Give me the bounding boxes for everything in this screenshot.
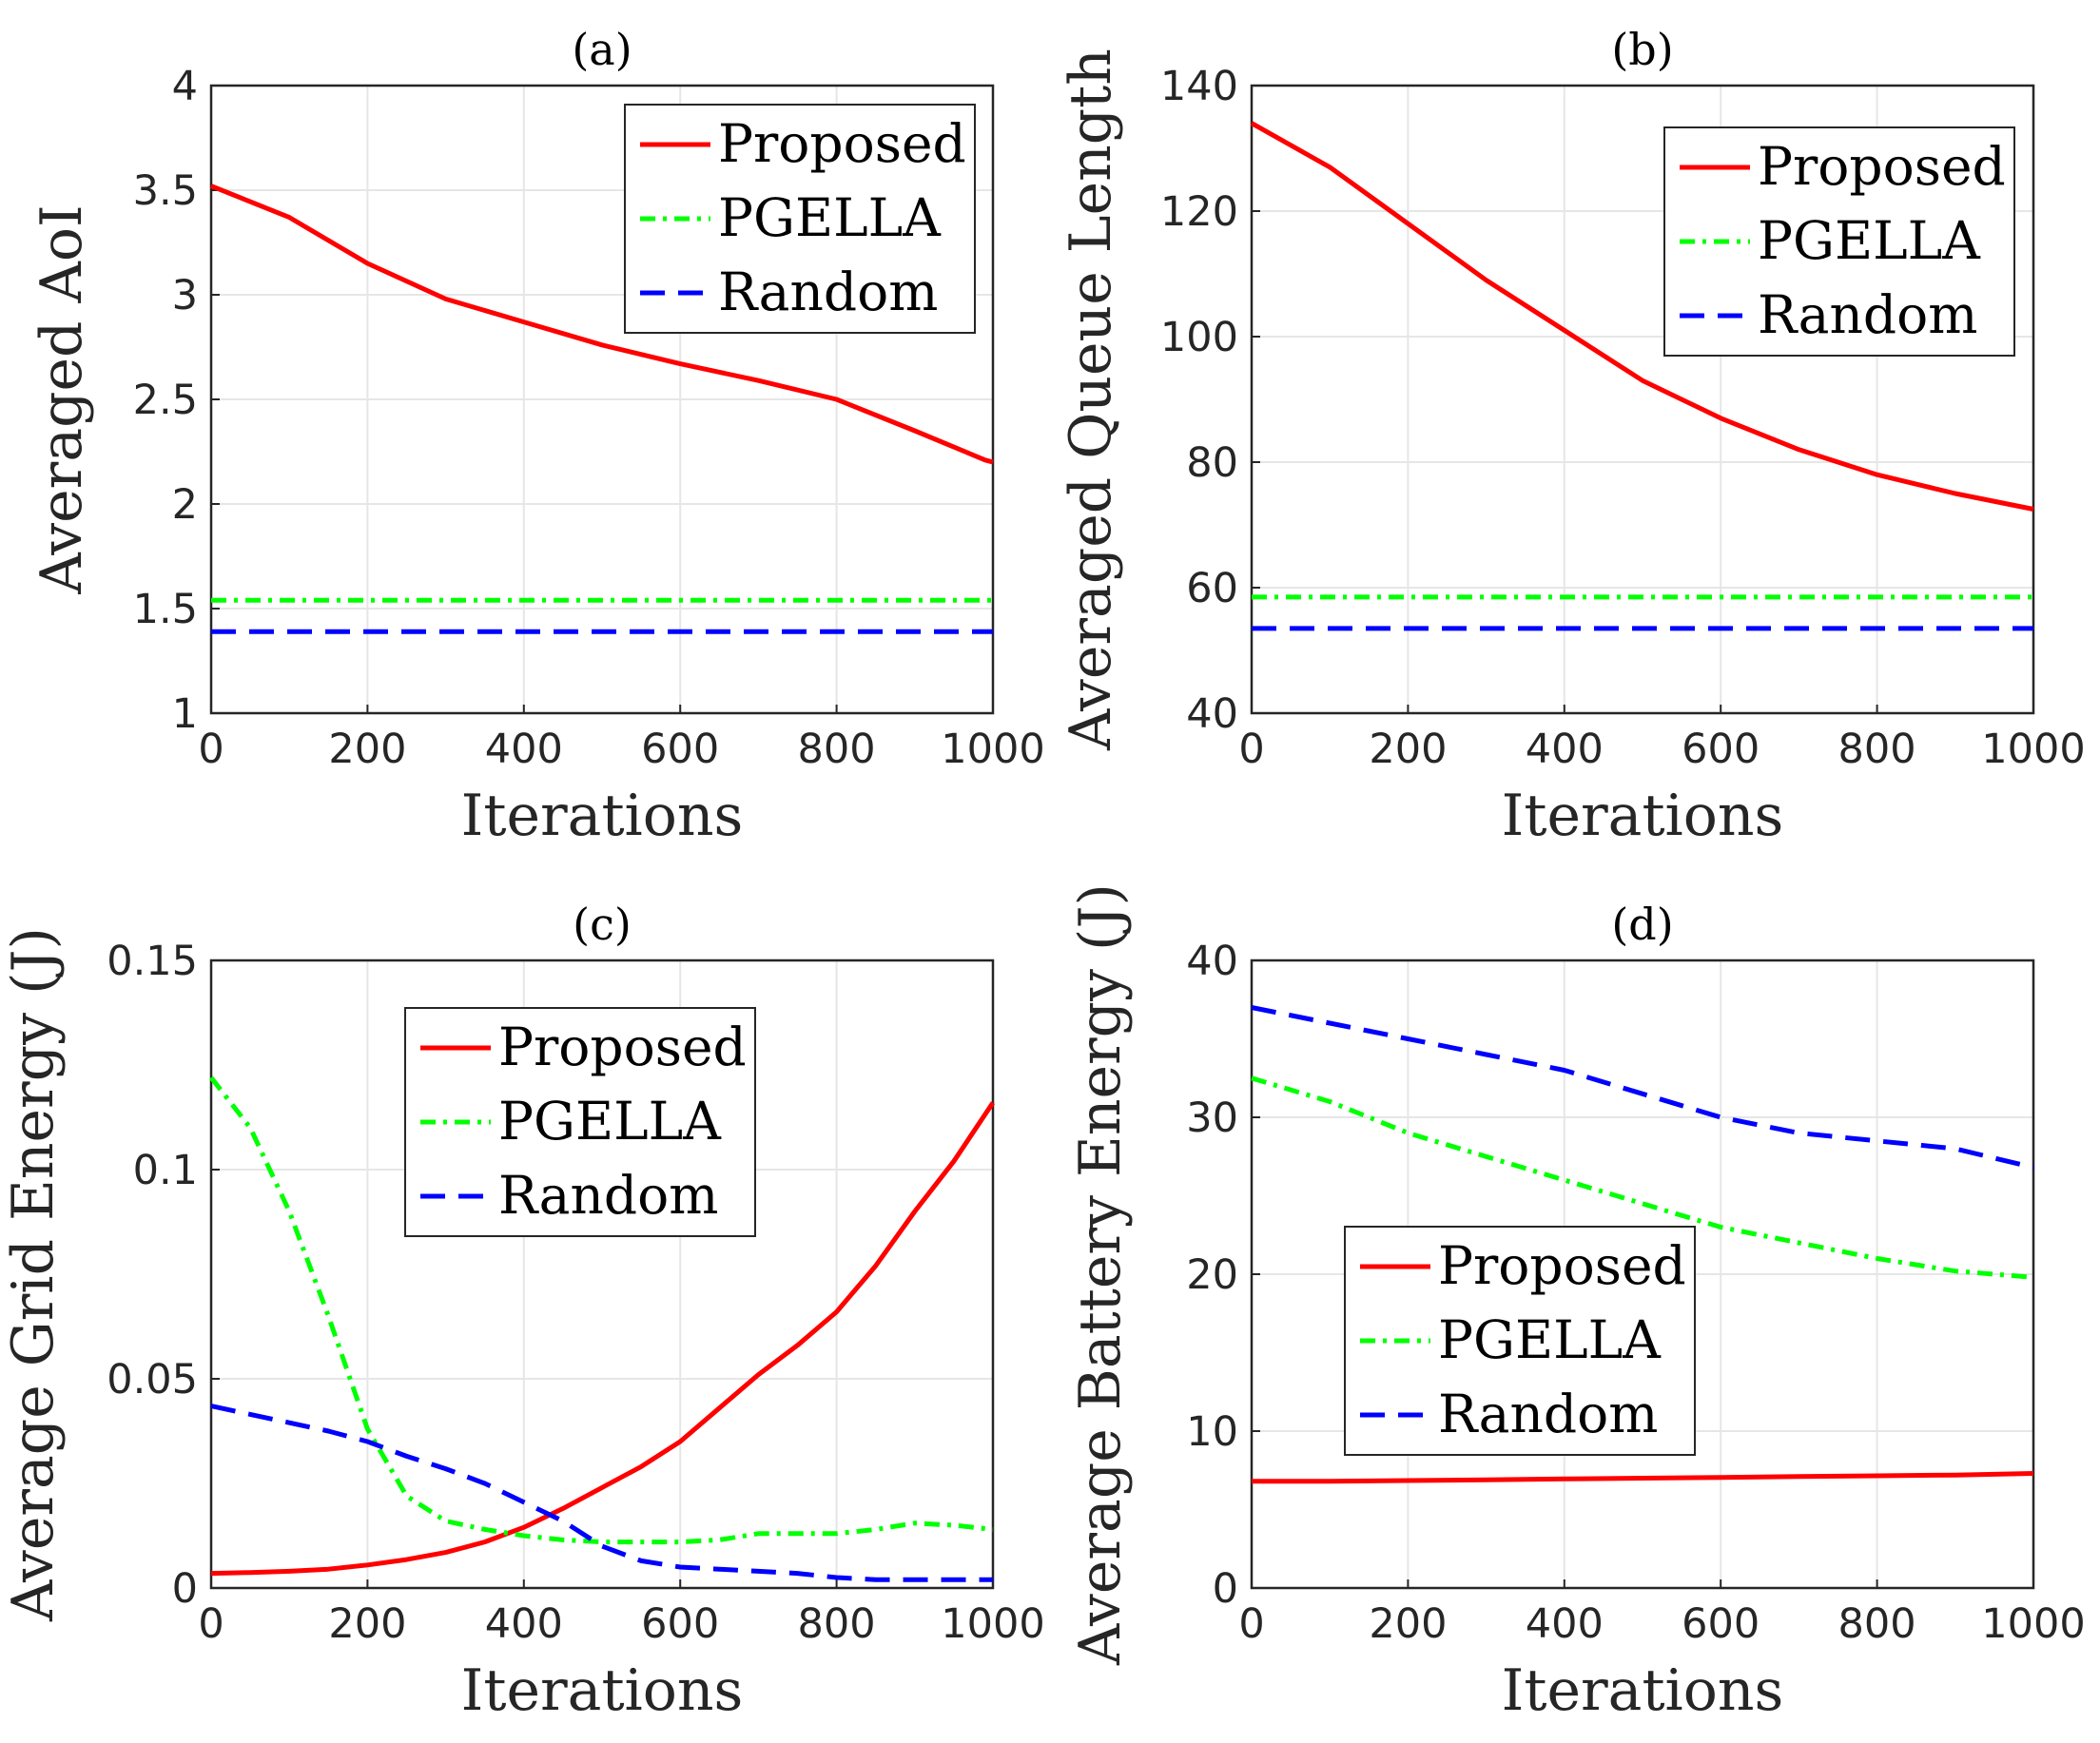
series-line-pgella xyxy=(1251,1075,2034,1280)
y-axis-label: Average Battery Energy (J) xyxy=(1067,883,1134,1666)
x-tick-label: 800 xyxy=(798,1600,876,1648)
subplot-title: (b) xyxy=(1611,24,1673,75)
subplot-d: 0 200 400 600 800 1000 0 10 20 30 40 (d) Iterations A… xyxy=(1067,883,2086,1724)
x-tick-label: 400 xyxy=(1526,726,1604,773)
axes-frame xyxy=(209,959,995,1590)
x-tick-label: 200 xyxy=(328,726,406,773)
y-tick-label: 3 xyxy=(172,272,198,320)
legend-label-proposed: Proposed xyxy=(498,1017,747,1077)
series-line-random xyxy=(210,1404,993,1582)
x-tick-label: 1000 xyxy=(941,726,1044,773)
x-tick-label: 200 xyxy=(1369,1600,1447,1648)
x-tick-label: 1000 xyxy=(1981,1600,2085,1648)
y-tick-label: 0 xyxy=(1213,1565,1238,1613)
legend-label-proposed: Proposed xyxy=(1438,1235,1686,1296)
axes-frame xyxy=(1250,959,2035,1590)
x-tick-label: 600 xyxy=(1682,726,1760,773)
legend-label-random: Random xyxy=(1758,284,1977,345)
subplot-c: 0 200 400 600 800 1000 0 0.05 0.1 0.15 (c) Iteratio… xyxy=(0,899,1045,1724)
legend: Proposed PGELLA Random xyxy=(624,104,976,334)
subplot-title: (d) xyxy=(1611,899,1673,950)
x-tick-label: 200 xyxy=(328,1600,406,1648)
y-tick-label: 2 xyxy=(172,481,198,529)
x-axis-label: Iterations xyxy=(1502,783,1784,849)
x-tick-label: 400 xyxy=(485,726,563,773)
x-tick-label: 400 xyxy=(1526,1600,1604,1648)
y-tick-label: 4 xyxy=(172,63,198,110)
legend-label-pgella: PGELLA xyxy=(1438,1309,1662,1370)
x-tick-label: 200 xyxy=(1369,726,1447,773)
subplot-a: 0 200 400 600 800 1000 1 1.5 2 2.5 3 3.5 4 (a) Iterati… xyxy=(29,24,1045,849)
series-line-proposed xyxy=(1252,1471,2034,1484)
y-tick-label: 80 xyxy=(1186,439,1238,487)
x-tick-label: 0 xyxy=(198,1600,224,1648)
x-tick-label: 0 xyxy=(1238,1600,1264,1648)
subplot-title: (a) xyxy=(572,24,632,75)
y-axis-label: Average Grid Energy (J) xyxy=(0,927,67,1622)
y-tick-label: 60 xyxy=(1186,565,1238,612)
x-tick-label: 600 xyxy=(641,1600,719,1648)
legend: Proposed PGELLA Random xyxy=(1663,126,2015,357)
legend-label-pgella: PGELLA xyxy=(498,1091,722,1152)
legend-label-random: Random xyxy=(498,1165,718,1226)
x-tick-label: 1000 xyxy=(941,1600,1044,1648)
y-tick-label: 40 xyxy=(1186,938,1238,985)
legend: Proposed PGELLA Random xyxy=(404,1007,756,1237)
axes-frame xyxy=(1250,84,2035,715)
legend-label-pgella: PGELLA xyxy=(1758,210,1981,271)
y-tick-label: 100 xyxy=(1160,314,1238,361)
y-tick-label: 0.1 xyxy=(133,1147,198,1194)
y-tick-label: 0.05 xyxy=(107,1356,198,1404)
y-axis-label: Averaged AoI xyxy=(29,204,95,594)
x-axis-label: Iterations xyxy=(461,1657,744,1724)
x-tick-label: 400 xyxy=(485,1600,563,1648)
y-tick-label: 2.5 xyxy=(133,377,198,424)
legend-label-pgella: PGELLA xyxy=(718,187,942,248)
x-tick-label: 0 xyxy=(198,726,224,773)
y-tick-label: 120 xyxy=(1160,188,1238,236)
series-line-proposed xyxy=(210,184,994,465)
y-tick-label: 0.15 xyxy=(107,938,198,985)
legend-label-proposed: Proposed xyxy=(718,113,966,174)
y-tick-label: 30 xyxy=(1186,1094,1238,1142)
axes-frame xyxy=(209,84,995,715)
legend-label-proposed: Proposed xyxy=(1758,136,2006,197)
y-tick-label: 1.5 xyxy=(133,586,198,633)
series-line-proposed xyxy=(210,1101,996,1577)
subplot-title: (c) xyxy=(573,899,632,950)
y-tick-label: 0 xyxy=(172,1565,198,1613)
y-tick-label: 1 xyxy=(172,690,198,738)
y-tick-label: 140 xyxy=(1160,63,1238,110)
x-tick-label: 1000 xyxy=(1981,726,2085,773)
x-tick-label: 600 xyxy=(641,726,719,773)
y-axis-label: Averaged Queue Length xyxy=(1058,48,1124,751)
series-line-random xyxy=(1251,1005,2034,1171)
x-tick-label: 800 xyxy=(1838,726,1916,773)
series-line-pgella xyxy=(209,1075,994,1545)
x-tick-label: 600 xyxy=(1682,1600,1760,1648)
y-tick-label: 20 xyxy=(1186,1251,1238,1299)
legend-label-random: Random xyxy=(1438,1384,1658,1444)
legend: Proposed PGELLA Random xyxy=(1344,1226,1696,1456)
x-tick-label: 800 xyxy=(798,726,876,773)
y-tick-label: 10 xyxy=(1186,1408,1238,1456)
x-axis-label: Iterations xyxy=(461,783,744,849)
y-tick-label: 40 xyxy=(1186,690,1238,738)
subplot-b: 0 200 400 600 800 1000 40 60 80 100 120 140 (b) Itera… xyxy=(1058,24,2086,849)
x-tick-label: 800 xyxy=(1838,1600,1916,1648)
y-tick-label: 3.5 xyxy=(133,167,198,215)
legend-label-random: Random xyxy=(718,261,938,322)
series-line-proposed xyxy=(1250,121,2034,512)
x-axis-label: Iterations xyxy=(1502,1657,1784,1724)
x-tick-label: 0 xyxy=(1238,726,1264,773)
